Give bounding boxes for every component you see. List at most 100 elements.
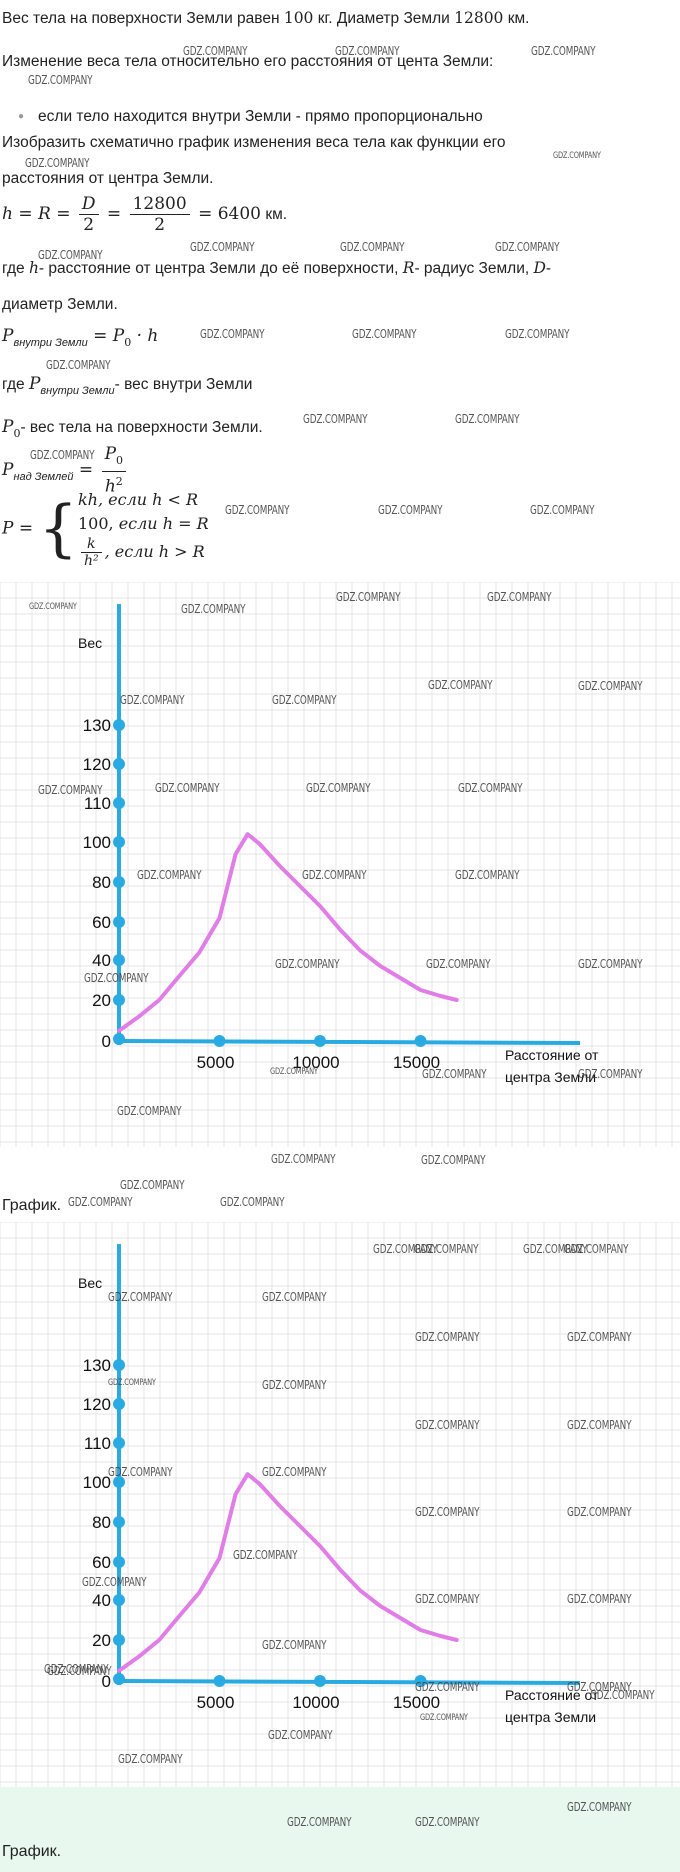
watermark-text: GDZ.COMPANY bbox=[458, 781, 523, 795]
fraction-denominator: 2 bbox=[83, 215, 95, 235]
watermark-text: GDZ.COMPANY bbox=[340, 240, 405, 254]
math-symbol: P bbox=[28, 374, 41, 394]
y-tick-label: 110 bbox=[84, 1434, 111, 1453]
watermark-text: GDZ.COMPANY bbox=[415, 1418, 480, 1432]
watermark-text: GDZ.COMPANY bbox=[415, 1592, 480, 1606]
bullet-text: если тело находится внутри Земли - прямо… bbox=[38, 108, 483, 125]
watermark-text: GDZ.COMPANY bbox=[38, 248, 103, 262]
chart-1-svg: 0 20 40 60 80 100 110 120 130 5000 10000 15000 Вес Ра… bbox=[0, 582, 680, 1147]
math-op: = bbox=[101, 203, 127, 224]
watermark-text: GDZ.COMPANY bbox=[428, 678, 493, 692]
x-axis bbox=[114, 1679, 581, 1685]
watermark-text: GDZ.COMPANY bbox=[420, 1713, 468, 1723]
watermark-text: GDZ.COMPANY bbox=[220, 1195, 285, 1209]
watermark-text: GDZ.COMPANY bbox=[590, 1688, 655, 1702]
fraction: k h² bbox=[80, 536, 102, 569]
watermark-text: GDZ.COMPANY bbox=[414, 1242, 479, 1256]
y-tick-dot bbox=[113, 1359, 125, 1371]
watermark-text: GDZ.COMPANY bbox=[137, 868, 202, 882]
watermark-text: GDZ.COMPANY bbox=[567, 1800, 632, 1814]
fraction: P0 h2 bbox=[101, 444, 127, 497]
watermark-text: GDZ.COMPANY bbox=[25, 156, 90, 170]
watermark-text: GDZ.COMPANY bbox=[426, 957, 491, 971]
watermark-text: GDZ.COMPANY bbox=[117, 1104, 182, 1118]
watermark-text: GDZ.COMPANY bbox=[378, 503, 443, 517]
math-symbol: P bbox=[2, 518, 14, 539]
math-subscript: 0 bbox=[13, 427, 21, 440]
watermark-text: GDZ.COMPANY bbox=[155, 781, 220, 795]
origin-dot bbox=[113, 1673, 125, 1685]
fraction-numerator: D bbox=[78, 194, 99, 215]
watermark-text: GDZ.COMPANY bbox=[578, 1067, 643, 1081]
problem-statement-line: Вес тела на поверхности Земли равен 100 … bbox=[2, 8, 529, 29]
text-run: где bbox=[2, 376, 29, 393]
weight-curve bbox=[117, 832, 459, 1033]
x-tick-label: 10000 bbox=[292, 1693, 339, 1712]
brace: { bbox=[38, 491, 78, 565]
watermark-text: GDZ.COMPANY bbox=[270, 1067, 318, 1077]
x-tick-dot bbox=[314, 1035, 326, 1047]
case-1: kh, если h < R bbox=[77, 490, 199, 509]
x-axis bbox=[114, 1039, 581, 1045]
y-tick-label: 40 bbox=[92, 951, 111, 970]
fraction-numerator: 12800 bbox=[129, 194, 190, 215]
caption-1: График. bbox=[2, 1197, 62, 1214]
y-tick-label: 100 bbox=[83, 1473, 111, 1492]
y-tick-dot bbox=[113, 916, 125, 928]
y-tick-label: 110 bbox=[84, 794, 111, 813]
bullet-item: ● если тело находится внутри Земли - прям… bbox=[2, 107, 483, 127]
watermark-text: GDZ.COMPANY bbox=[352, 327, 417, 341]
x-tick-label: 10000 bbox=[292, 1053, 339, 1072]
y-tick-dot bbox=[113, 719, 125, 731]
x-tick-dot bbox=[414, 1675, 427, 1687]
watermark-text: GDZ.COMPANY bbox=[84, 971, 149, 985]
watermark-text: GDZ.COMPANY bbox=[455, 868, 520, 882]
y-tick-dot bbox=[113, 1516, 125, 1528]
unit-text: км. bbox=[261, 205, 288, 223]
watermark-text: GDZ.COMPANY bbox=[567, 1330, 632, 1344]
x-axis-label: центра Земли bbox=[505, 1709, 596, 1725]
math-op: = bbox=[73, 459, 99, 480]
watermark-text: GDZ.COMPANY bbox=[108, 1378, 156, 1388]
watermark-text: GDZ.COMPANY bbox=[421, 1153, 486, 1167]
math-number: 100 bbox=[283, 9, 314, 27]
watermark-text: GDZ.COMPANY bbox=[268, 1728, 333, 1742]
math-symbol: h bbox=[2, 203, 13, 224]
fraction-denominator: 2 bbox=[154, 215, 166, 235]
watermark-text: GDZ.COMPANY bbox=[287, 1815, 352, 1829]
text-run: - вес внутри Земли bbox=[114, 376, 253, 393]
chart-grid bbox=[0, 1222, 680, 1787]
math-symbol: P bbox=[112, 326, 125, 346]
watermark-text: GDZ.COMPANY bbox=[567, 1680, 632, 1694]
y-tick-label: 0 bbox=[102, 1032, 111, 1051]
caption-2: График. bbox=[2, 1843, 62, 1860]
y-tick-label: 60 bbox=[92, 1553, 111, 1572]
x-tick-dot bbox=[213, 1675, 226, 1687]
weight-curve bbox=[117, 1472, 459, 1673]
watermark-text: GDZ.COMPANY bbox=[567, 1418, 632, 1432]
definition-line-2: диаметр Земли. bbox=[2, 296, 118, 313]
math-op: = bbox=[87, 326, 113, 346]
y-tick-label: 130 bbox=[83, 716, 111, 735]
y-tick-label: 100 bbox=[83, 833, 111, 852]
watermark-text: GDZ.COMPANY bbox=[303, 412, 368, 426]
x-tick-dot bbox=[414, 1035, 427, 1047]
math-expression: · h bbox=[131, 326, 159, 346]
watermark-text: GDZ.COMPANY bbox=[578, 679, 643, 693]
fraction-numerator: k bbox=[80, 536, 102, 553]
y-tick-label: 20 bbox=[92, 991, 111, 1010]
watermark-text: GDZ.COMPANY bbox=[415, 1330, 480, 1344]
fraction-numerator: P bbox=[104, 444, 117, 464]
watermark-text: GDZ.COMPANY bbox=[531, 44, 596, 58]
watermark-text: GDZ.COMPANY bbox=[262, 1290, 327, 1304]
watermark-text: GDZ.COMPANY bbox=[495, 240, 560, 254]
y-tick-dot bbox=[113, 1594, 125, 1606]
x-tick-dot bbox=[213, 1035, 226, 1047]
x-axis-label: Расстояние от bbox=[505, 1047, 599, 1063]
watermark-text: GDZ.COMPANY bbox=[415, 1680, 480, 1694]
chart-2-svg: 0 20 40 60 80 100 110 120 130 5000 10000 15000 Вес Ра… bbox=[0, 1222, 680, 1787]
task-line-2: расстояния от центра Земли. bbox=[2, 170, 214, 187]
math-symbol: R bbox=[38, 203, 51, 224]
y-tick-label: 40 bbox=[92, 1591, 111, 1610]
